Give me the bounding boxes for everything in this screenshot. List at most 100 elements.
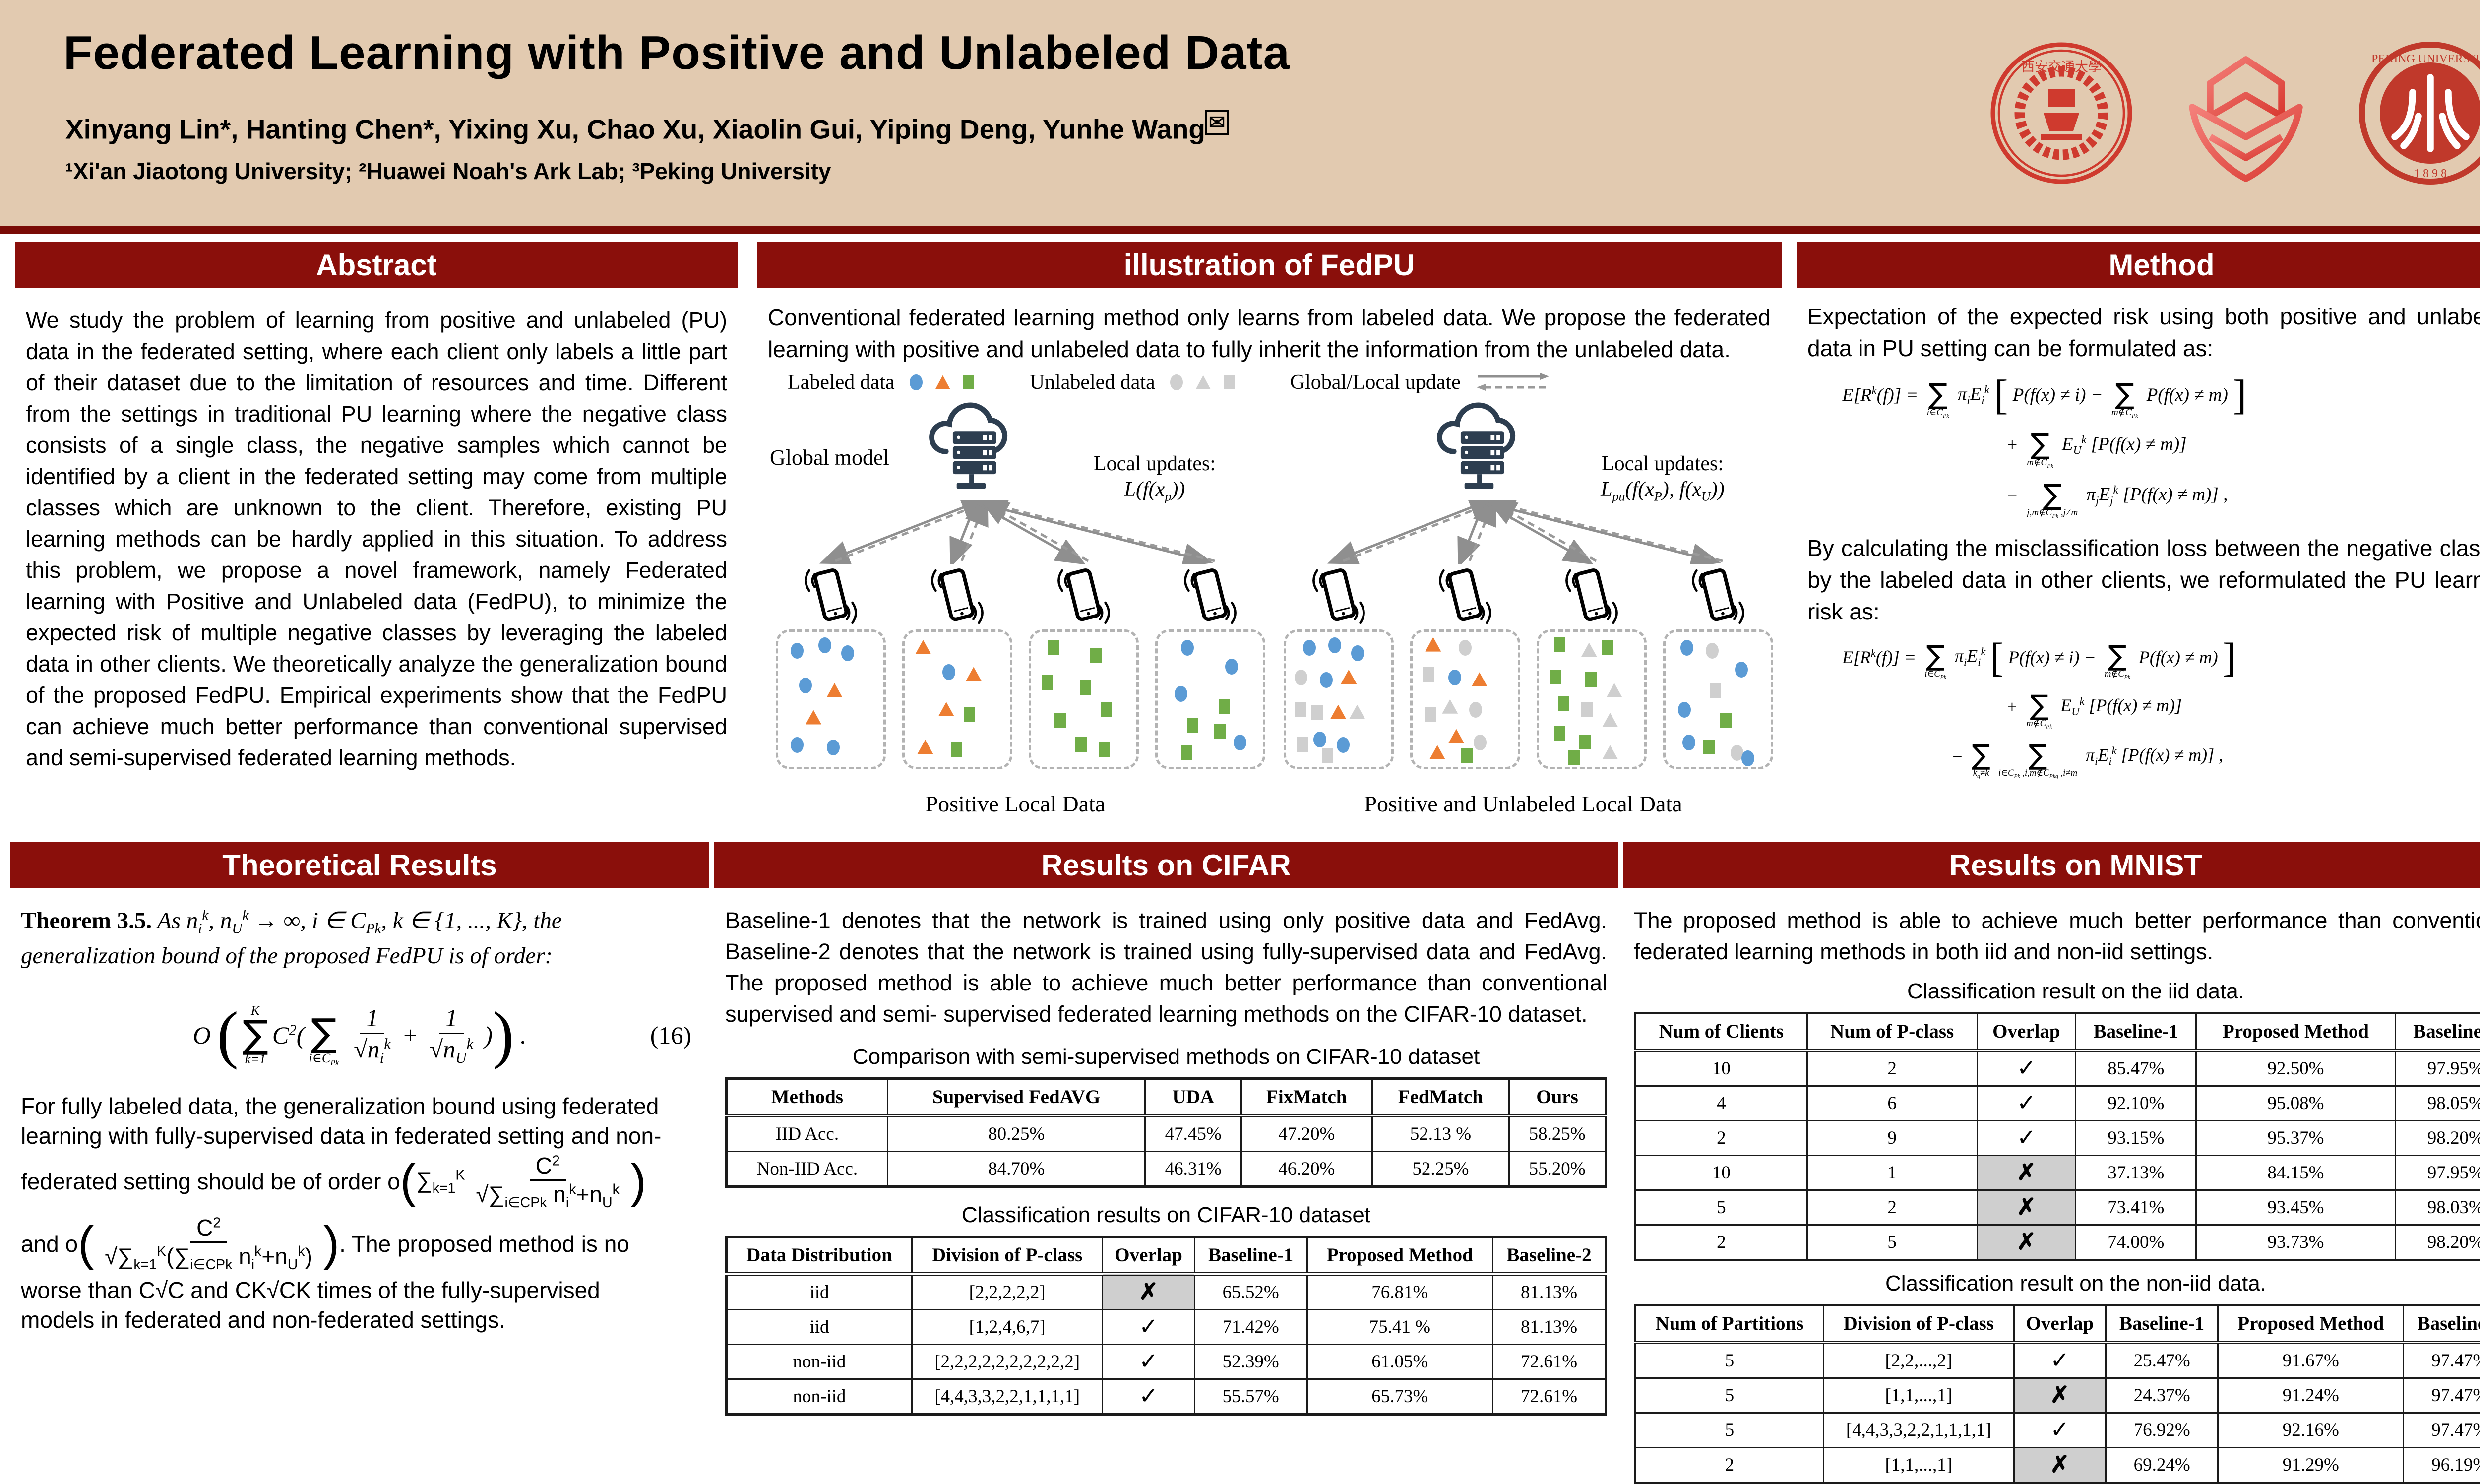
method-intro: Expectation of the expected risk using b… bbox=[1807, 301, 2480, 365]
formula-token: ∑k=1K bbox=[416, 1167, 465, 1197]
unlabeled-square-datapoint bbox=[1710, 683, 1721, 698]
table-row: 5[2,2,...,2]✓25.47%91.67%97.47% bbox=[1635, 1343, 2480, 1378]
cifar-table1-caption: Comparison with semi-supervised methods … bbox=[725, 1045, 1607, 1069]
column-header: Proposed Method bbox=[1307, 1237, 1492, 1274]
diagram-half-positive: Global model Local updates: bbox=[768, 397, 1263, 817]
formula-line: E[Rk(f)] = ∑i∈CPk πiEik [ P(f(x) ≠ i) − … bbox=[1842, 634, 2480, 680]
labeled-triangle-datapoint bbox=[1425, 637, 1441, 652]
formula-token: o bbox=[387, 1168, 400, 1195]
labeled-circle-datapoint bbox=[799, 678, 812, 693]
labeled-square-datapoint bbox=[1075, 737, 1087, 752]
labeled-triangle-icon bbox=[935, 375, 950, 389]
unlabeled-square-datapoint bbox=[1425, 707, 1436, 722]
table-cell: 61.05% bbox=[1307, 1345, 1492, 1379]
phone-icon bbox=[928, 565, 987, 628]
banner-divider bbox=[0, 226, 2480, 234]
column-header: Division of P-class bbox=[1823, 1305, 2014, 1343]
formula-token: C2√∑k=1K(∑i∈CPk nik+nUk) bbox=[99, 1214, 318, 1274]
update-arrows bbox=[1276, 500, 1772, 564]
table-cell: 65.52% bbox=[1194, 1274, 1307, 1310]
global-model-label: Global model bbox=[770, 445, 889, 470]
table-cell: 85.47% bbox=[2076, 1051, 2196, 1086]
table-cell: 75.41 % bbox=[1307, 1310, 1492, 1345]
table-cell: 92.50% bbox=[2196, 1051, 2395, 1086]
table-cell: 5 bbox=[1807, 1225, 1977, 1260]
labeled-triangle-datapoint bbox=[1472, 672, 1488, 686]
authors-text: Xinyang Lin*, Hanting Chen*, Yixing Xu, … bbox=[65, 114, 1205, 144]
theory-title: Theoretical Results bbox=[222, 848, 497, 882]
formula-token: ] bbox=[2232, 379, 2246, 411]
client-data-box bbox=[902, 629, 1012, 769]
labeled-square-datapoint bbox=[1181, 745, 1192, 760]
table-cell: 98.20% bbox=[2395, 1225, 2480, 1260]
phone-icon bbox=[1309, 565, 1368, 628]
mnist-iid-caption: Classification result on the iid data. bbox=[1634, 979, 2480, 1004]
column-header: FixMatch bbox=[1241, 1079, 1372, 1116]
table-cell: IID Acc. bbox=[727, 1116, 888, 1152]
labeled-triangle-datapoint bbox=[966, 667, 982, 681]
labeled-circle-datapoint bbox=[1313, 732, 1326, 747]
labeled-square-datapoint bbox=[1585, 672, 1597, 687]
formula-token: learning with fully-supervised data in f… bbox=[21, 1122, 661, 1149]
formula-token: E[Rk(f)] = bbox=[1842, 647, 1921, 668]
table-cell: 71.42% bbox=[1194, 1310, 1307, 1345]
section-abstract: Abstract We study the problem of learnin… bbox=[15, 242, 738, 833]
section-mnist: Results on MNIST The proposed method is … bbox=[1623, 842, 2480, 1428]
huawei-noahs-ark-logo bbox=[2171, 39, 2320, 187]
table-cell: 84.15% bbox=[2196, 1156, 2395, 1190]
client-phones-row bbox=[768, 565, 1263, 628]
table-cell: 74.00% bbox=[2076, 1225, 2196, 1260]
column-header: Baseline-2 bbox=[1493, 1237, 1606, 1274]
formula-token: P(f(x) ≠ i) − bbox=[2008, 384, 2108, 406]
table-cell: 92.16% bbox=[2218, 1413, 2404, 1448]
svg-text:PEKING UNIVERSITY: PEKING UNIVERSITY bbox=[2371, 53, 2480, 65]
method-text-2: By calculating the misclassification los… bbox=[1807, 532, 2480, 628]
table-cell: 37.13% bbox=[2076, 1156, 2196, 1190]
formula-token: ∑i∈CPk bbox=[1924, 634, 1946, 680]
formula-token: ∑i∈CPk ,i,m∉CPkq ,i≠m bbox=[1998, 733, 2077, 780]
logo-row: 西安交通大學 PEKING UNIVERSITY 1 8 bbox=[1987, 39, 2480, 187]
affiliations-line: ¹Xi'an Jiaotong University; ²Huawei Noah… bbox=[65, 158, 831, 185]
mnist-intro: The proposed method is able to achieve m… bbox=[1634, 905, 2480, 967]
unlabeled-square-datapoint bbox=[1581, 702, 1593, 717]
labeled-circle-datapoint bbox=[1303, 640, 1316, 656]
formula-token: EUk [P(f(x) ≠ m)] bbox=[2056, 695, 2182, 718]
formula-token: (16) bbox=[650, 1021, 691, 1050]
table-cell: 9 bbox=[1807, 1121, 1977, 1156]
formula-token: . The proposed method is no bbox=[339, 1231, 629, 1257]
table-cell: 47.45% bbox=[1145, 1116, 1241, 1152]
table-row: 5[4,4,3,3,2,2,1,1,1,1]✓76.92%92.16%97.47… bbox=[1635, 1413, 2480, 1448]
table-row: IID Acc.80.25%47.45%47.20%52.13 %58.25% bbox=[727, 1116, 1606, 1152]
formula-token: ∑m∉CPk bbox=[2026, 683, 2052, 730]
labeled-circle-datapoint bbox=[1181, 640, 1194, 656]
unlabeled-triangle-datapoint bbox=[1442, 699, 1458, 714]
formula-line: and o(C2√∑k=1K(∑i∈CPk nik+nUk)). The pro… bbox=[21, 1214, 698, 1274]
table-cell: iid bbox=[727, 1274, 912, 1310]
formula-token: P(f(x) ≠ m) bbox=[2142, 384, 2232, 406]
table-cell: 93.73% bbox=[2196, 1225, 2395, 1260]
labeled-circle-datapoint bbox=[791, 643, 804, 659]
formula-line: worse than C√C and CK√CK times of the fu… bbox=[21, 1277, 698, 1303]
labeled-square-datapoint bbox=[1554, 726, 1565, 741]
overlap-check-icon: ✓ bbox=[1977, 1051, 2076, 1086]
formula-token: ∑i∈CPk bbox=[309, 1002, 339, 1068]
formula-token: − bbox=[2006, 485, 2023, 506]
cifar-intro: Baseline-1 denotes that the network is t… bbox=[725, 905, 1607, 1030]
table-cell: 98.03% bbox=[2395, 1190, 2480, 1225]
formula-token: ) bbox=[493, 1011, 514, 1059]
labeled-circle-datapoint bbox=[1678, 702, 1691, 718]
table-cell: 58.25% bbox=[1509, 1116, 1606, 1152]
table-cell: 2 bbox=[1635, 1121, 1807, 1156]
labeled-square-datapoint bbox=[1568, 750, 1580, 765]
table-cell: 93.15% bbox=[2076, 1121, 2196, 1156]
labeled-square-icon bbox=[963, 375, 974, 389]
table-cell: 97.95% bbox=[2395, 1051, 2480, 1086]
table-row: iid[2,2,2,2,2]✗65.52%76.81%81.13% bbox=[727, 1274, 1606, 1310]
formula-token: πiEik [P(f(x) ≠ m)] , bbox=[2081, 744, 2223, 768]
unlabeled-triangle-datapoint bbox=[1349, 705, 1365, 719]
overlap-check-icon: ✓ bbox=[2014, 1343, 2106, 1378]
